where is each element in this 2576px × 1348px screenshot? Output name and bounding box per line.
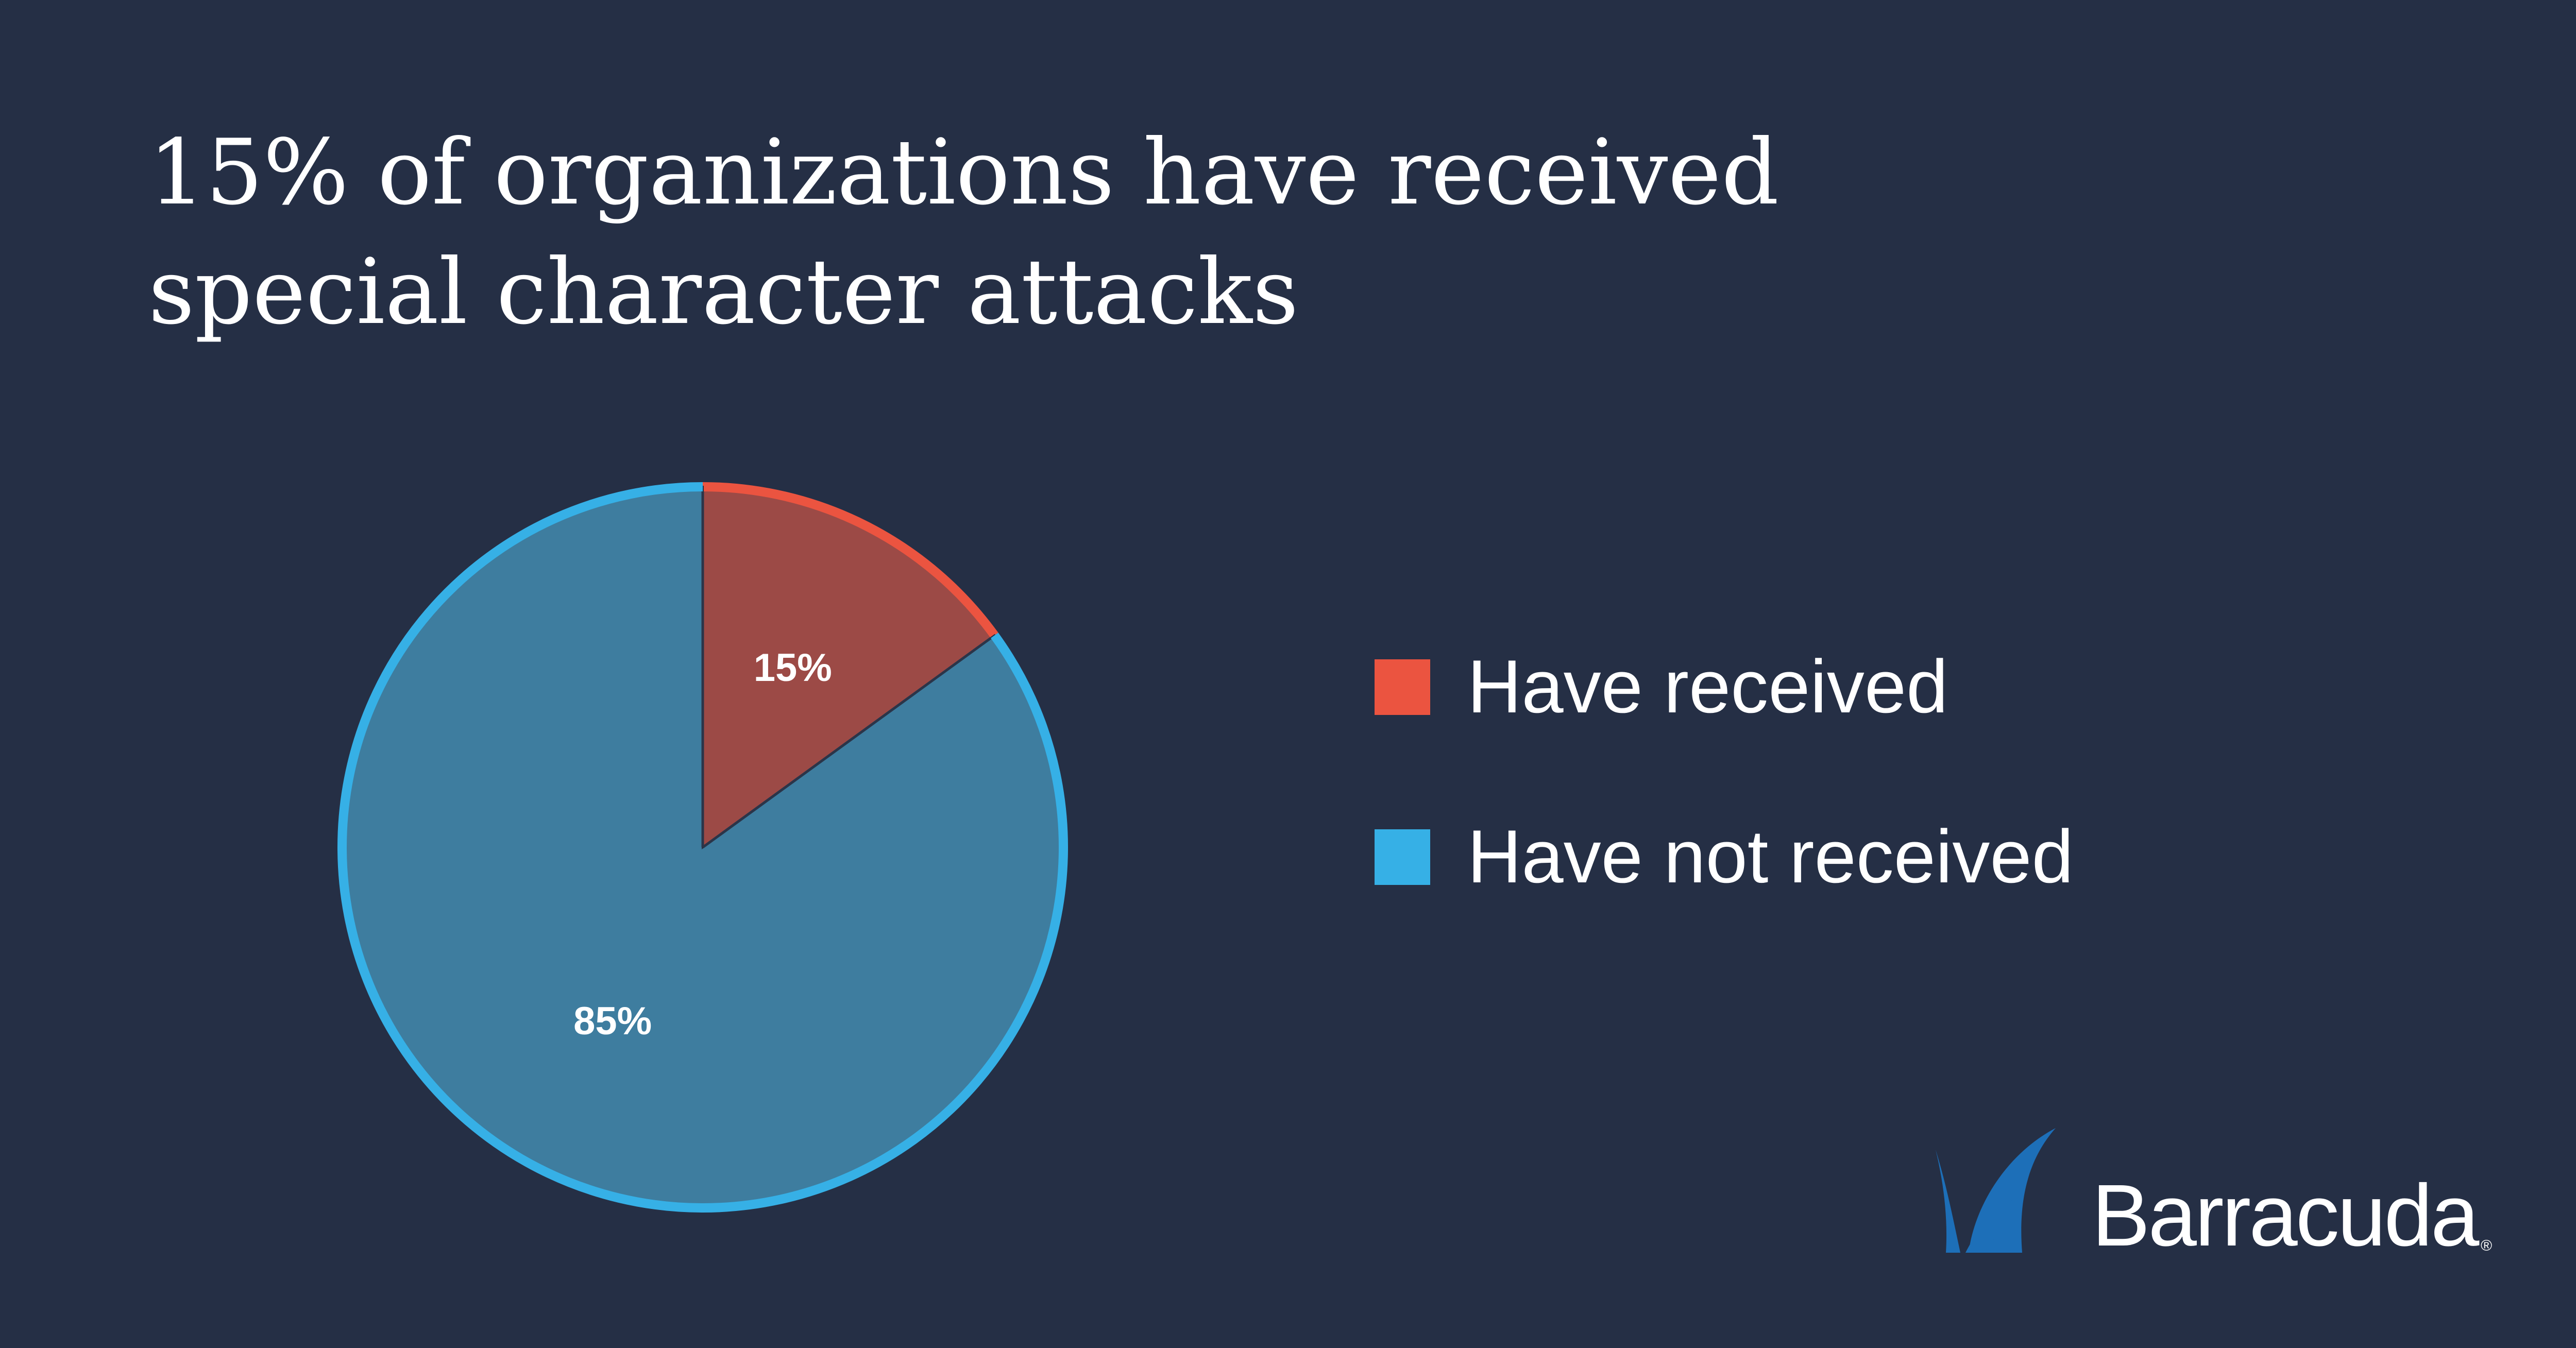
barracuda-logo: Barracuda ® (1929, 1123, 2506, 1267)
legend-label-have-received: Have received (1467, 644, 1948, 728)
pie-data-label-have-not-received: 85% (573, 999, 652, 1043)
legend-label-have-not-received: Have not received (1467, 814, 2074, 898)
pie-rim-have-not-received (337, 482, 1068, 1213)
pie-rim-have-received (702, 482, 998, 638)
logo-wordmark: Barracuda (2092, 1167, 2479, 1265)
legend-swatch-have-received (1375, 659, 1430, 715)
legend-swatch-have-not-received (1375, 829, 1430, 885)
logo-registered-mark: ® (2481, 1237, 2493, 1254)
title-line-1: 15% of organizations have received (148, 121, 1780, 225)
pie-divider-2 (702, 637, 992, 849)
page-title: 15% of organizations have received speci… (148, 113, 2312, 352)
pie-data-labels: 15% 85% (573, 646, 832, 1043)
barracuda-fin-logo-icon (1936, 1128, 2056, 1253)
pie-data-label-have-received: 15% (754, 646, 832, 690)
logo-fin-mid (1965, 1200, 2012, 1253)
title-line-2: special character attacks (148, 240, 1299, 345)
logo-fin-small (1936, 1150, 1960, 1253)
pie-slices (337, 482, 1068, 1213)
